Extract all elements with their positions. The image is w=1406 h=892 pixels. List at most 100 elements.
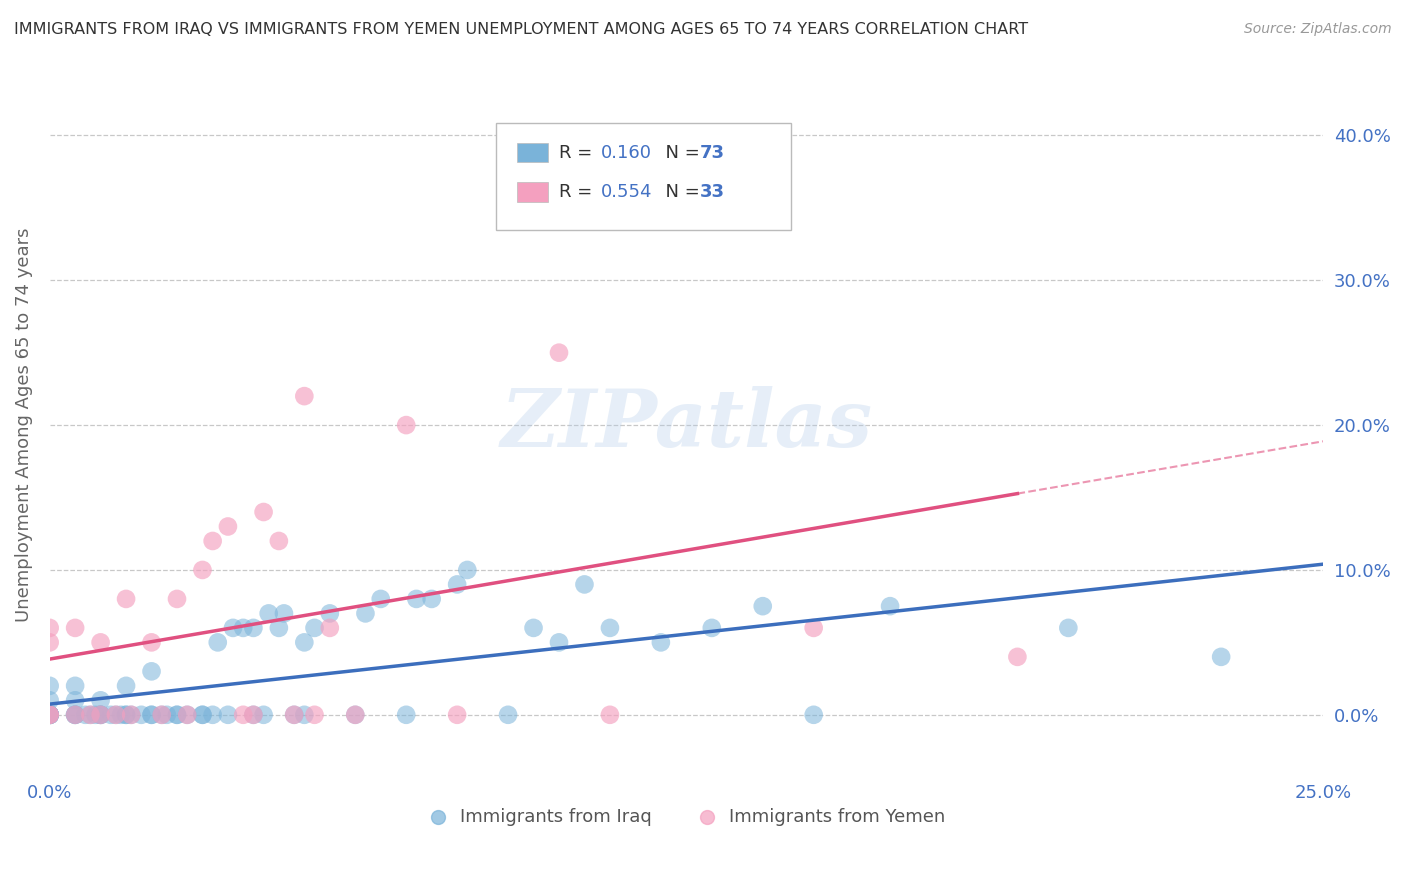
Point	[38, 679, 60, 693]
Point	[166, 707, 188, 722]
Point	[63, 707, 86, 722]
Point	[63, 707, 86, 722]
Point	[120, 707, 142, 722]
Point	[38, 707, 60, 722]
Point	[79, 707, 101, 722]
Point	[700, 621, 723, 635]
Text: 0.554: 0.554	[602, 183, 652, 201]
Text: IMMIGRANTS FROM IRAQ VS IMMIGRANTS FROM YEMEN UNEMPLOYMENT AMONG AGES 65 TO 74 Y: IMMIGRANTS FROM IRAQ VS IMMIGRANTS FROM …	[14, 22, 1028, 37]
Point	[344, 707, 367, 722]
Point	[141, 707, 163, 722]
Point	[420, 591, 443, 606]
Point	[141, 707, 163, 722]
Point	[344, 707, 367, 722]
Point	[751, 599, 773, 614]
Point	[38, 707, 60, 722]
Point	[395, 418, 418, 433]
Point	[201, 533, 224, 548]
Point	[548, 345, 571, 359]
Point	[232, 621, 254, 635]
Point	[131, 707, 153, 722]
Point	[75, 707, 97, 722]
Point	[803, 621, 825, 635]
Point	[292, 635, 315, 649]
Point	[257, 607, 280, 621]
Point	[242, 621, 264, 635]
Point	[879, 599, 901, 614]
Point	[292, 389, 315, 403]
Point	[38, 707, 60, 722]
Point	[446, 707, 468, 722]
Point	[90, 707, 112, 722]
Text: N =: N =	[655, 183, 706, 201]
Point	[191, 563, 214, 577]
Text: 0.160: 0.160	[602, 144, 652, 161]
Point	[803, 707, 825, 722]
Point	[176, 707, 198, 722]
Point	[79, 707, 101, 722]
Point	[548, 157, 571, 171]
Text: ZIPatlas: ZIPatlas	[501, 386, 872, 464]
Point	[217, 519, 239, 533]
Point	[354, 607, 377, 621]
Point	[599, 707, 621, 722]
Point	[252, 707, 274, 722]
Point	[38, 707, 60, 722]
Point	[115, 591, 138, 606]
Point	[38, 707, 60, 722]
Point	[141, 665, 163, 679]
Point	[395, 707, 418, 722]
Point	[104, 707, 127, 722]
Legend: Immigrants from Iraq, Immigrants from Yemen: Immigrants from Iraq, Immigrants from Ye…	[420, 801, 953, 833]
Point	[150, 707, 173, 722]
Point	[100, 707, 122, 722]
Point	[38, 707, 60, 722]
Point	[120, 707, 142, 722]
Point	[90, 693, 112, 707]
Point	[1057, 621, 1080, 635]
Point	[267, 621, 290, 635]
Text: R =: R =	[560, 144, 598, 161]
Point	[242, 707, 264, 722]
Point	[176, 707, 198, 722]
Point	[222, 621, 245, 635]
Point	[63, 679, 86, 693]
Point	[63, 707, 86, 722]
Point	[115, 707, 138, 722]
Point	[63, 707, 86, 722]
Point	[405, 591, 427, 606]
Point	[283, 707, 305, 722]
Point	[319, 607, 342, 621]
Point	[1211, 649, 1233, 664]
Point	[38, 707, 60, 722]
Point	[242, 707, 264, 722]
Point	[650, 635, 672, 649]
Text: N =: N =	[655, 144, 706, 161]
Point	[292, 707, 315, 722]
Point	[370, 591, 392, 606]
Point	[1007, 649, 1029, 664]
Point	[574, 577, 596, 591]
Point	[63, 693, 86, 707]
Text: Source: ZipAtlas.com: Source: ZipAtlas.com	[1244, 22, 1392, 37]
Point	[217, 707, 239, 722]
Point	[90, 707, 112, 722]
Point	[304, 621, 326, 635]
Point	[166, 707, 188, 722]
Point	[456, 563, 478, 577]
Point	[115, 707, 138, 722]
Point	[166, 591, 188, 606]
Point	[38, 707, 60, 722]
Point	[150, 707, 173, 722]
Point	[90, 707, 112, 722]
Point	[599, 621, 621, 635]
Point	[201, 707, 224, 722]
Point	[273, 607, 295, 621]
Point	[90, 635, 112, 649]
Point	[283, 707, 305, 722]
Point	[304, 707, 326, 722]
Point	[104, 707, 127, 722]
Text: 73: 73	[700, 144, 724, 161]
Text: 33: 33	[700, 183, 724, 201]
Point	[38, 707, 60, 722]
